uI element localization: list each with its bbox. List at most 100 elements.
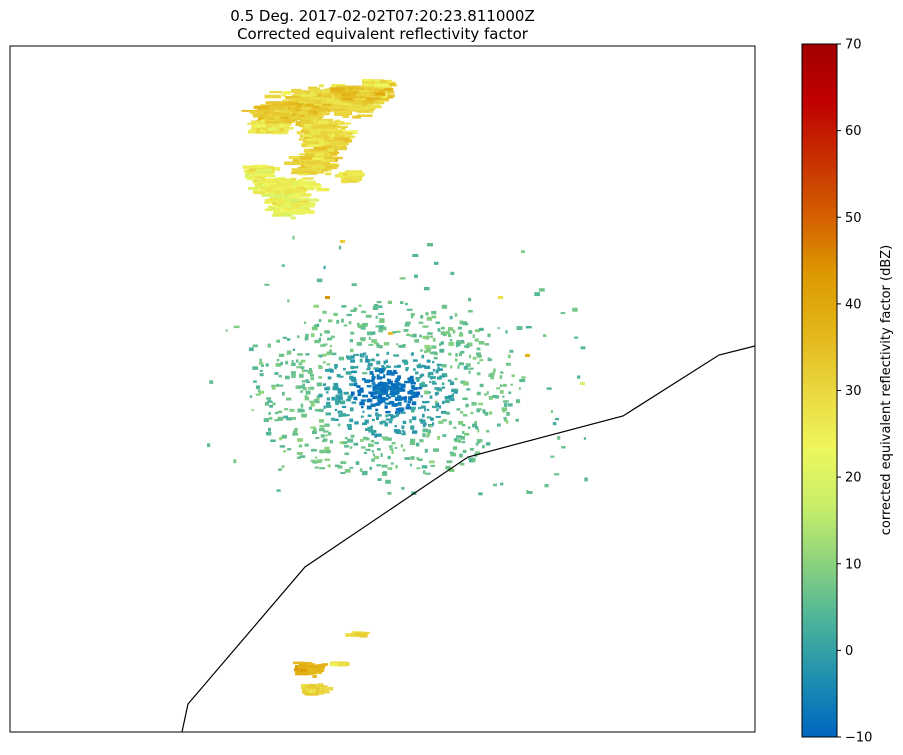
echo-cell <box>390 392 396 395</box>
echo-cell <box>331 335 335 339</box>
echo-cell <box>390 387 394 391</box>
echo-cell <box>350 102 360 105</box>
echo-cell <box>447 379 452 382</box>
echo-cell <box>390 415 395 419</box>
echo-cell <box>285 96 300 100</box>
echo-cell <box>242 165 260 169</box>
echo-cell <box>389 400 395 405</box>
echo-cell <box>278 118 294 122</box>
echo-cell <box>379 368 385 373</box>
echo-cell <box>338 414 342 418</box>
echo-cell <box>398 407 405 411</box>
echo-cell <box>493 368 496 373</box>
echo-cell <box>354 632 361 635</box>
echo-cell <box>317 664 327 667</box>
echo-cell <box>348 321 352 325</box>
echo-cell <box>312 430 317 434</box>
echo-cell <box>422 401 427 404</box>
echo-cell <box>336 85 348 89</box>
echo-cell <box>331 396 336 401</box>
echo-cell <box>267 110 278 114</box>
echo-cell <box>327 337 333 341</box>
echo-cell <box>478 402 483 406</box>
echo-cell <box>404 457 411 460</box>
echo-cell <box>460 436 465 440</box>
echo-cell <box>329 369 334 373</box>
echo-cell <box>359 387 364 392</box>
echo-cell <box>442 434 447 437</box>
echo-cell <box>301 380 305 383</box>
echo-cell <box>392 402 395 406</box>
echo-cell <box>383 399 386 402</box>
reflectivity-echoes <box>207 78 588 696</box>
echo-cell <box>290 216 296 220</box>
echo-cell <box>296 131 302 135</box>
echo-cell <box>376 464 382 467</box>
echo-cell <box>437 436 440 440</box>
echo-cell <box>372 306 379 310</box>
echo-cell <box>274 411 279 415</box>
echo-cell <box>447 333 452 338</box>
echo-cell <box>358 304 362 307</box>
echo-cell <box>295 385 301 389</box>
echo-cell <box>427 243 433 247</box>
echo-cell <box>444 395 451 400</box>
echo-cell <box>472 334 475 338</box>
echo-cell <box>484 343 490 346</box>
echo-cell <box>414 339 419 343</box>
echo-cell <box>358 99 374 102</box>
echo-cell <box>450 365 453 369</box>
echo-cell <box>472 356 477 360</box>
echo-cell <box>259 362 264 365</box>
echo-cell <box>432 422 435 426</box>
echo-cell <box>484 393 487 396</box>
echo-cell <box>371 458 375 462</box>
echo-cell <box>362 422 367 426</box>
echo-cell <box>315 170 325 174</box>
echo-cell <box>225 329 228 332</box>
echo-cell <box>448 327 454 331</box>
echo-cell <box>440 331 446 335</box>
echo-cell <box>370 403 376 408</box>
echo-cell <box>444 373 447 377</box>
colorbar: −10 0 10 20 30 40 50 60 70 corrected equivalent … <box>801 38 894 746</box>
echo-cell <box>325 149 330 153</box>
echo-cell <box>456 340 461 344</box>
echo-cell <box>301 413 307 418</box>
echo-cell <box>337 423 341 427</box>
echo-cell <box>330 146 347 151</box>
echo-cell <box>392 386 397 391</box>
echo-cell <box>282 107 288 111</box>
echo-cell <box>297 438 303 442</box>
echo-cell <box>318 365 322 369</box>
echo-cell <box>326 156 343 160</box>
echo-cell <box>324 129 340 132</box>
echo-cell <box>416 467 421 470</box>
echo-cell <box>395 408 400 411</box>
echo-cell <box>347 426 352 430</box>
echo-cell <box>323 430 329 433</box>
echo-cell <box>304 114 317 118</box>
echo-cell <box>286 116 291 120</box>
echo-cell <box>394 380 399 383</box>
echo-cell <box>292 417 296 420</box>
echo-cell <box>325 405 332 408</box>
echo-cell <box>445 330 450 335</box>
echo-cell <box>307 663 316 667</box>
echo-cell <box>259 390 264 394</box>
echo-cell <box>462 449 467 453</box>
echo-cell <box>432 361 435 364</box>
echo-cell <box>501 407 508 411</box>
echo-cell <box>521 376 526 379</box>
echo-cell <box>294 198 305 201</box>
echo-cell <box>461 440 466 444</box>
echo-cell <box>452 329 456 334</box>
echo-cell <box>379 371 384 374</box>
echo-cell <box>348 88 354 91</box>
echo-cell <box>484 411 489 416</box>
colorbar-tick-label: −10 <box>845 731 872 746</box>
echo-cell <box>310 159 326 164</box>
echo-cell <box>461 321 467 325</box>
echo-cell <box>431 315 437 319</box>
echo-cell <box>308 163 323 166</box>
